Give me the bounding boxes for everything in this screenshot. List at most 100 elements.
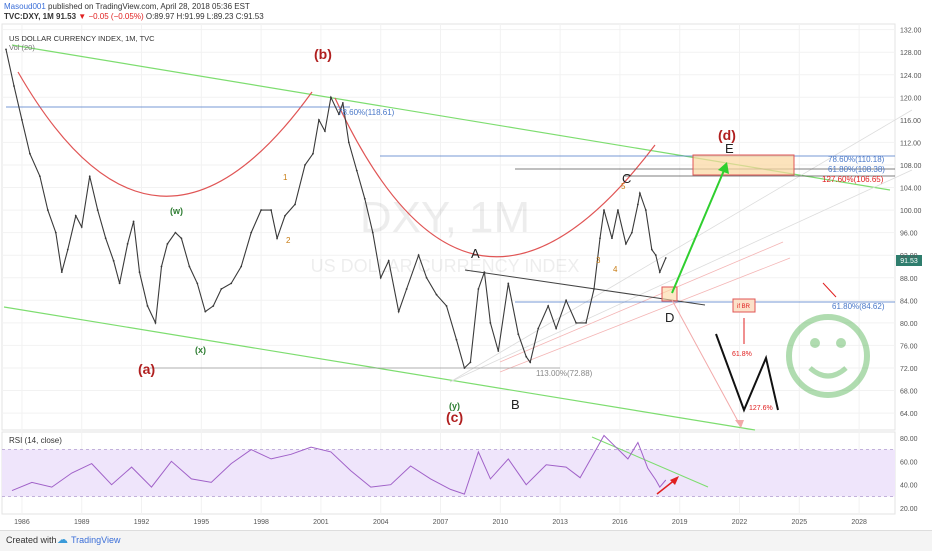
rsi-tick-label: 80.00 (900, 436, 918, 443)
x-tick-label: 2004 (373, 519, 389, 526)
arc-left (17, 71, 313, 197)
projection-up-arrowhead (718, 162, 729, 174)
price-point (220, 288, 223, 290)
tradingview-logo-icon: ☁ (57, 534, 68, 546)
price-point (636, 203, 639, 206)
y-tick-label: 128.00 (900, 50, 922, 57)
x-tick-label: 2019 (672, 519, 688, 526)
fan-line-4 (499, 257, 791, 373)
last-value: 91.53 (56, 12, 77, 21)
price-point (112, 259, 115, 262)
price-point (304, 164, 306, 166)
zigzag-scenario (715, 333, 779, 413)
price-point (250, 231, 253, 234)
change-value: −0.05 (−0.05%) (88, 12, 144, 21)
price-point (593, 288, 595, 290)
price-point (329, 96, 332, 99)
footer-brand[interactable]: TradingView (71, 535, 121, 545)
change-down-icon: ▼ (78, 12, 87, 21)
fib-label-84: 61.80%(84.62) (832, 302, 885, 311)
x-tick-label: 2016 (612, 519, 628, 526)
x-tick-label: 1998 (253, 519, 269, 526)
price-point (489, 321, 492, 324)
chart-title: US DOLLAR CURRENCY INDEX, 1M, TVC (9, 34, 155, 43)
y-tick-label: 64.00 (900, 411, 918, 418)
y-tick-label: 124.00 (900, 73, 922, 80)
target-zone[interactable] (692, 154, 795, 176)
price-point (13, 85, 15, 87)
rsi-tick-label: 20.00 (900, 506, 918, 513)
rsi-arrowhead (670, 476, 679, 485)
price-point (644, 209, 647, 211)
y-tick-label: 68.00 (900, 389, 918, 396)
price-point (160, 265, 163, 268)
publish-line: Masoud001 published on TradingView.com, … (4, 2, 250, 11)
main-pane[interactable] (1, 23, 896, 431)
price-point (146, 305, 149, 307)
price-point (565, 299, 568, 302)
y-tick-label: 76.00 (900, 343, 918, 350)
volume-label: Vol (20) (9, 43, 35, 52)
last-price-label: 91.53 (900, 258, 918, 265)
price-point (363, 197, 366, 200)
wave-label-a: (a) (138, 361, 155, 377)
rsi-tick-label: 60.00 (900, 459, 918, 466)
wave-number-3: 3 (596, 256, 601, 265)
price-point (477, 288, 480, 290)
price-point (617, 209, 619, 211)
price-point (654, 254, 657, 257)
wave-label-y: (y) (449, 401, 460, 411)
y-tick-label: 112.00 (900, 140, 921, 147)
watermark: DXY, 1M (360, 193, 530, 242)
price-point (204, 310, 207, 313)
rsi-label: RSI (14, close) (9, 436, 62, 445)
price-point (507, 282, 510, 285)
x-tick-label: 2007 (433, 519, 449, 526)
price-point (599, 237, 601, 240)
price-point (625, 243, 627, 245)
y-tick-label: 72.00 (900, 366, 918, 373)
fib-label-72: 113.00%(72.88) (536, 369, 593, 378)
y-tick-label: 88.00 (900, 276, 918, 283)
price-point (379, 276, 382, 279)
grid (2, 24, 895, 514)
price-point (347, 141, 350, 144)
rsi-axis[interactable]: 80.00 60.00 40.00 20.00 (900, 436, 918, 513)
pct-label-b: 127.6% (749, 405, 773, 412)
rsi-series (11, 434, 667, 495)
wave-label-c: (c) (446, 409, 463, 425)
price-point (445, 305, 448, 307)
small-arrow-1 (822, 282, 837, 298)
price-point (74, 214, 77, 217)
price-point (126, 243, 129, 245)
rsi-tick-label: 40.00 (900, 483, 918, 490)
price-point (318, 118, 320, 121)
price-point (371, 231, 374, 234)
price-point (483, 271, 486, 274)
projection-up (671, 167, 726, 294)
price-point (517, 333, 520, 336)
rsi-band-lines (2, 449, 895, 497)
price-point (154, 321, 157, 324)
wave-number-2: 2 (286, 236, 291, 245)
time-axis[interactable]: 1986 1989 1992 1995 1998 2001 2004 2007 2010 2013… (14, 519, 867, 526)
y-tick-label: 84.00 (900, 298, 918, 305)
footer-text: Created with (6, 535, 57, 545)
pivot-box[interactable] (661, 286, 678, 302)
price-point (54, 231, 57, 234)
symbol-label: TVC:DXY, 1M (4, 12, 54, 21)
price-point (630, 231, 633, 234)
price-axis[interactable]: 132.00 128.00 124.00 120.00 116.00 112.00 108.… (900, 28, 922, 418)
wave-label-big-e: E (725, 141, 734, 156)
y-tick-label: 108.00 (900, 163, 922, 170)
price-point (555, 327, 558, 330)
price-point (455, 338, 458, 341)
x-tick-label: 2028 (851, 519, 867, 526)
wave-label-big-a: A (471, 246, 480, 261)
if-br-box (732, 298, 756, 313)
author-link[interactable]: Masoud001 (4, 2, 46, 11)
rsi-trendline (591, 436, 709, 488)
fib-label-108: 61.80%(108.38) (828, 165, 885, 174)
wave-label-big-d: D (665, 310, 674, 325)
